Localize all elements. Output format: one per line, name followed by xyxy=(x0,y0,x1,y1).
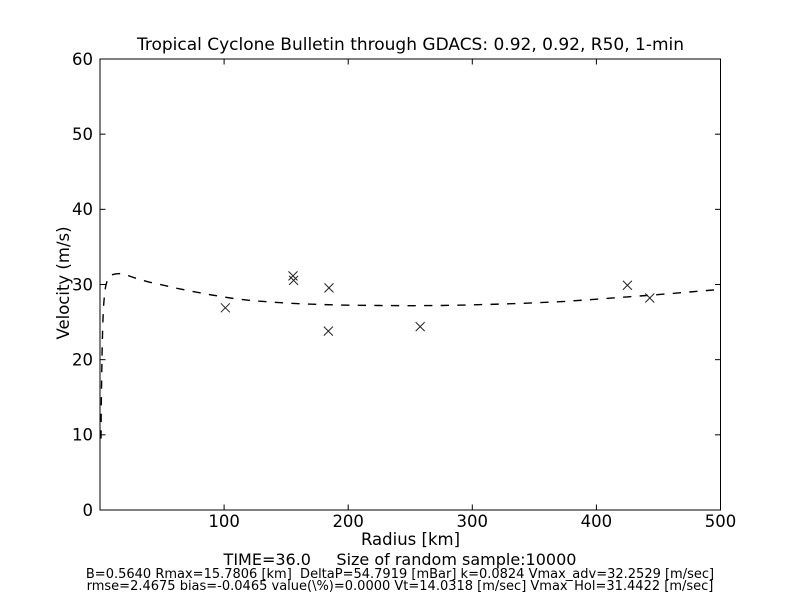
y-tick-label: 60 xyxy=(72,50,93,69)
y-tick-label: 40 xyxy=(72,200,93,219)
y-tick-label: 0 xyxy=(83,501,94,520)
sample-x-marker xyxy=(288,271,298,281)
sample-x-marker xyxy=(288,275,299,286)
y-tick-label: 10 xyxy=(72,426,93,445)
y-tick-label: 20 xyxy=(72,350,93,369)
sample-x-marker xyxy=(220,302,231,313)
sample-x-marker xyxy=(415,321,426,332)
x-tick-label: 500 xyxy=(705,512,737,531)
chart-title: Tropical Cyclone Bulletin through GDACS:… xyxy=(136,35,685,55)
footer-error-stats: rmse=2.4675 bias=-0.0465 value(\%)=0.000… xyxy=(86,579,714,594)
y-tick-label: 30 xyxy=(72,275,93,294)
footer-model-params: B=0.5640 Rmax=15.7806 [km] DeltaP=54.791… xyxy=(85,567,715,582)
sample-x-marker xyxy=(323,326,334,336)
sample-x-marker xyxy=(622,280,633,291)
holland-profile-dashed-line xyxy=(100,272,721,439)
sample-x-marker xyxy=(644,293,655,303)
sample-x-marker xyxy=(324,283,334,293)
x-tick-label: 200 xyxy=(332,512,364,531)
y-tick-label: 50 xyxy=(72,125,93,144)
footer-time-sample-size: TIME=36.0 Size of random sample:10000 xyxy=(223,550,577,569)
axes-frame xyxy=(99,58,721,511)
x-axis-label: Radius [km] xyxy=(360,530,461,549)
x-tick-label: 400 xyxy=(581,512,613,531)
x-tick-label: 300 xyxy=(457,512,489,531)
y-axis-label: Velocity (m/s) xyxy=(53,226,73,340)
x-tick-label: 100 xyxy=(208,512,240,531)
